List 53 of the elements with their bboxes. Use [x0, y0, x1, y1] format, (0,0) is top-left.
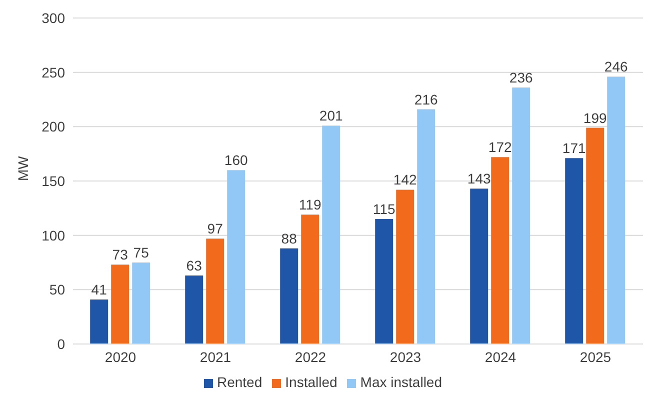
y-axis-title: MW — [14, 155, 31, 181]
legend-label: Installed — [285, 374, 338, 390]
bar — [586, 128, 604, 344]
y-tick-label: 200 — [42, 118, 66, 135]
data-label: 63 — [186, 258, 202, 274]
data-label: 119 — [298, 196, 322, 213]
data-label: 142 — [393, 172, 417, 188]
y-tick-label: 150 — [42, 172, 66, 189]
bar — [565, 158, 584, 344]
data-label: 201 — [319, 108, 343, 124]
data-label: 172 — [488, 139, 512, 156]
bar — [491, 157, 510, 344]
y-tick-label: 100 — [42, 227, 66, 244]
bar — [280, 248, 298, 344]
bar — [111, 264, 130, 344]
legend-label: Max installed — [360, 374, 442, 390]
data-label: 88 — [281, 230, 298, 246]
data-label: 199 — [583, 110, 607, 126]
data-label: 143 — [467, 170, 491, 187]
x-tick-label: 2025 — [580, 348, 612, 365]
data-label: 41 — [91, 281, 108, 298]
bar — [470, 188, 488, 344]
x-tick-label: 2024 — [484, 348, 516, 365]
legend-label: Rented — [216, 374, 262, 390]
data-label: 97 — [207, 220, 224, 237]
x-tick-label: 2021 — [200, 348, 232, 365]
bar — [396, 190, 414, 344]
data-label: 171 — [562, 140, 586, 156]
bar — [90, 299, 108, 344]
data-label: 236 — [509, 70, 533, 86]
data-label: 115 — [372, 201, 396, 218]
x-tick-label: 2023 — [390, 348, 422, 365]
bar — [375, 219, 394, 344]
bar — [227, 170, 246, 344]
x-tick-label: 2022 — [294, 348, 326, 365]
bar — [417, 109, 436, 344]
data-label: 246 — [604, 58, 628, 75]
y-tick-label: 0 — [57, 336, 66, 352]
bar — [206, 238, 224, 344]
bar — [185, 276, 204, 344]
data-label: 75 — [133, 244, 150, 260]
data-label: 73 — [112, 246, 128, 263]
y-tick-label: 50 — [49, 282, 66, 298]
y-tick-label: 300 — [42, 10, 66, 26]
bar — [132, 262, 150, 344]
bar — [322, 126, 340, 344]
data-label: 216 — [414, 91, 438, 108]
bar — [301, 214, 320, 344]
bar — [512, 88, 530, 344]
y-tick-label: 250 — [42, 64, 66, 80]
x-tick-label: 2020 — [104, 348, 136, 365]
bar — [607, 76, 626, 344]
data-label: 160 — [224, 152, 248, 168]
